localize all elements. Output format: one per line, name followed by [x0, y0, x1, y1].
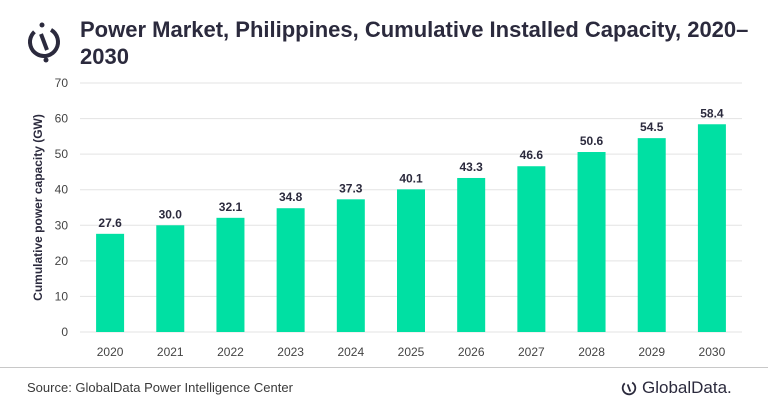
x-tick-label: 2024 [337, 345, 364, 359]
bar-2029 [637, 138, 666, 332]
globaldata-logo-icon [621, 380, 637, 396]
x-tick-label: 2028 [578, 345, 605, 359]
brand-name: GlobalData. [642, 378, 732, 397]
x-tick-label: 2023 [277, 345, 304, 359]
x-tick-label: 2029 [638, 345, 665, 359]
bar-2030 [697, 124, 726, 333]
y-tick-label: 0 [61, 325, 68, 339]
bar-2028 [577, 152, 606, 332]
data-label: 58.4 [700, 106, 724, 120]
y-tick-label: 30 [55, 218, 69, 232]
x-tick-label: 2030 [699, 345, 726, 359]
bar-2022 [216, 217, 245, 332]
x-tick-label: 2021 [157, 345, 184, 359]
chart-title: Power Market, Philippines, Cumulative In… [80, 17, 749, 69]
bar-2021 [156, 225, 185, 332]
y-tick-label: 50 [55, 147, 69, 161]
y-tick-label: 40 [55, 183, 69, 197]
data-label: 46.6 [520, 148, 544, 162]
bar-2023 [276, 208, 305, 332]
y-tick-label: 60 [55, 112, 69, 126]
data-label: 40.1 [399, 171, 423, 185]
x-tick-label: 2025 [398, 345, 425, 359]
bar-2025 [397, 189, 425, 332]
data-label: 37.3 [339, 181, 363, 195]
data-label: 30.0 [159, 207, 183, 221]
y-tick-label: 10 [55, 289, 69, 303]
y-axis-label: Cumulative power capacity (GW) [31, 114, 45, 301]
y-tick-label: 20 [55, 254, 69, 268]
data-label: 27.6 [98, 216, 122, 230]
divider [0, 367, 768, 368]
source-note: Source: GlobalData Power Intelligence Ce… [27, 380, 293, 395]
bar-2027 [517, 166, 546, 332]
x-tick-label: 2020 [97, 345, 124, 359]
data-label: 54.5 [640, 120, 664, 134]
data-label: 32.1 [219, 200, 243, 214]
y-tick-label: 70 [55, 76, 69, 90]
bar-2020 [96, 233, 125, 332]
data-label: 34.8 [279, 190, 303, 204]
bar-2024 [336, 199, 365, 332]
globaldata-logo-icon [28, 22, 60, 63]
x-tick-label: 2027 [518, 345, 545, 359]
x-tick-label: 2022 [217, 345, 244, 359]
bar-2026 [457, 177, 486, 332]
data-label: 50.6 [580, 134, 604, 148]
data-label: 43.3 [460, 160, 484, 174]
x-tick-label: 2026 [458, 345, 485, 359]
brand-logo: GlobalData. [620, 376, 732, 400]
